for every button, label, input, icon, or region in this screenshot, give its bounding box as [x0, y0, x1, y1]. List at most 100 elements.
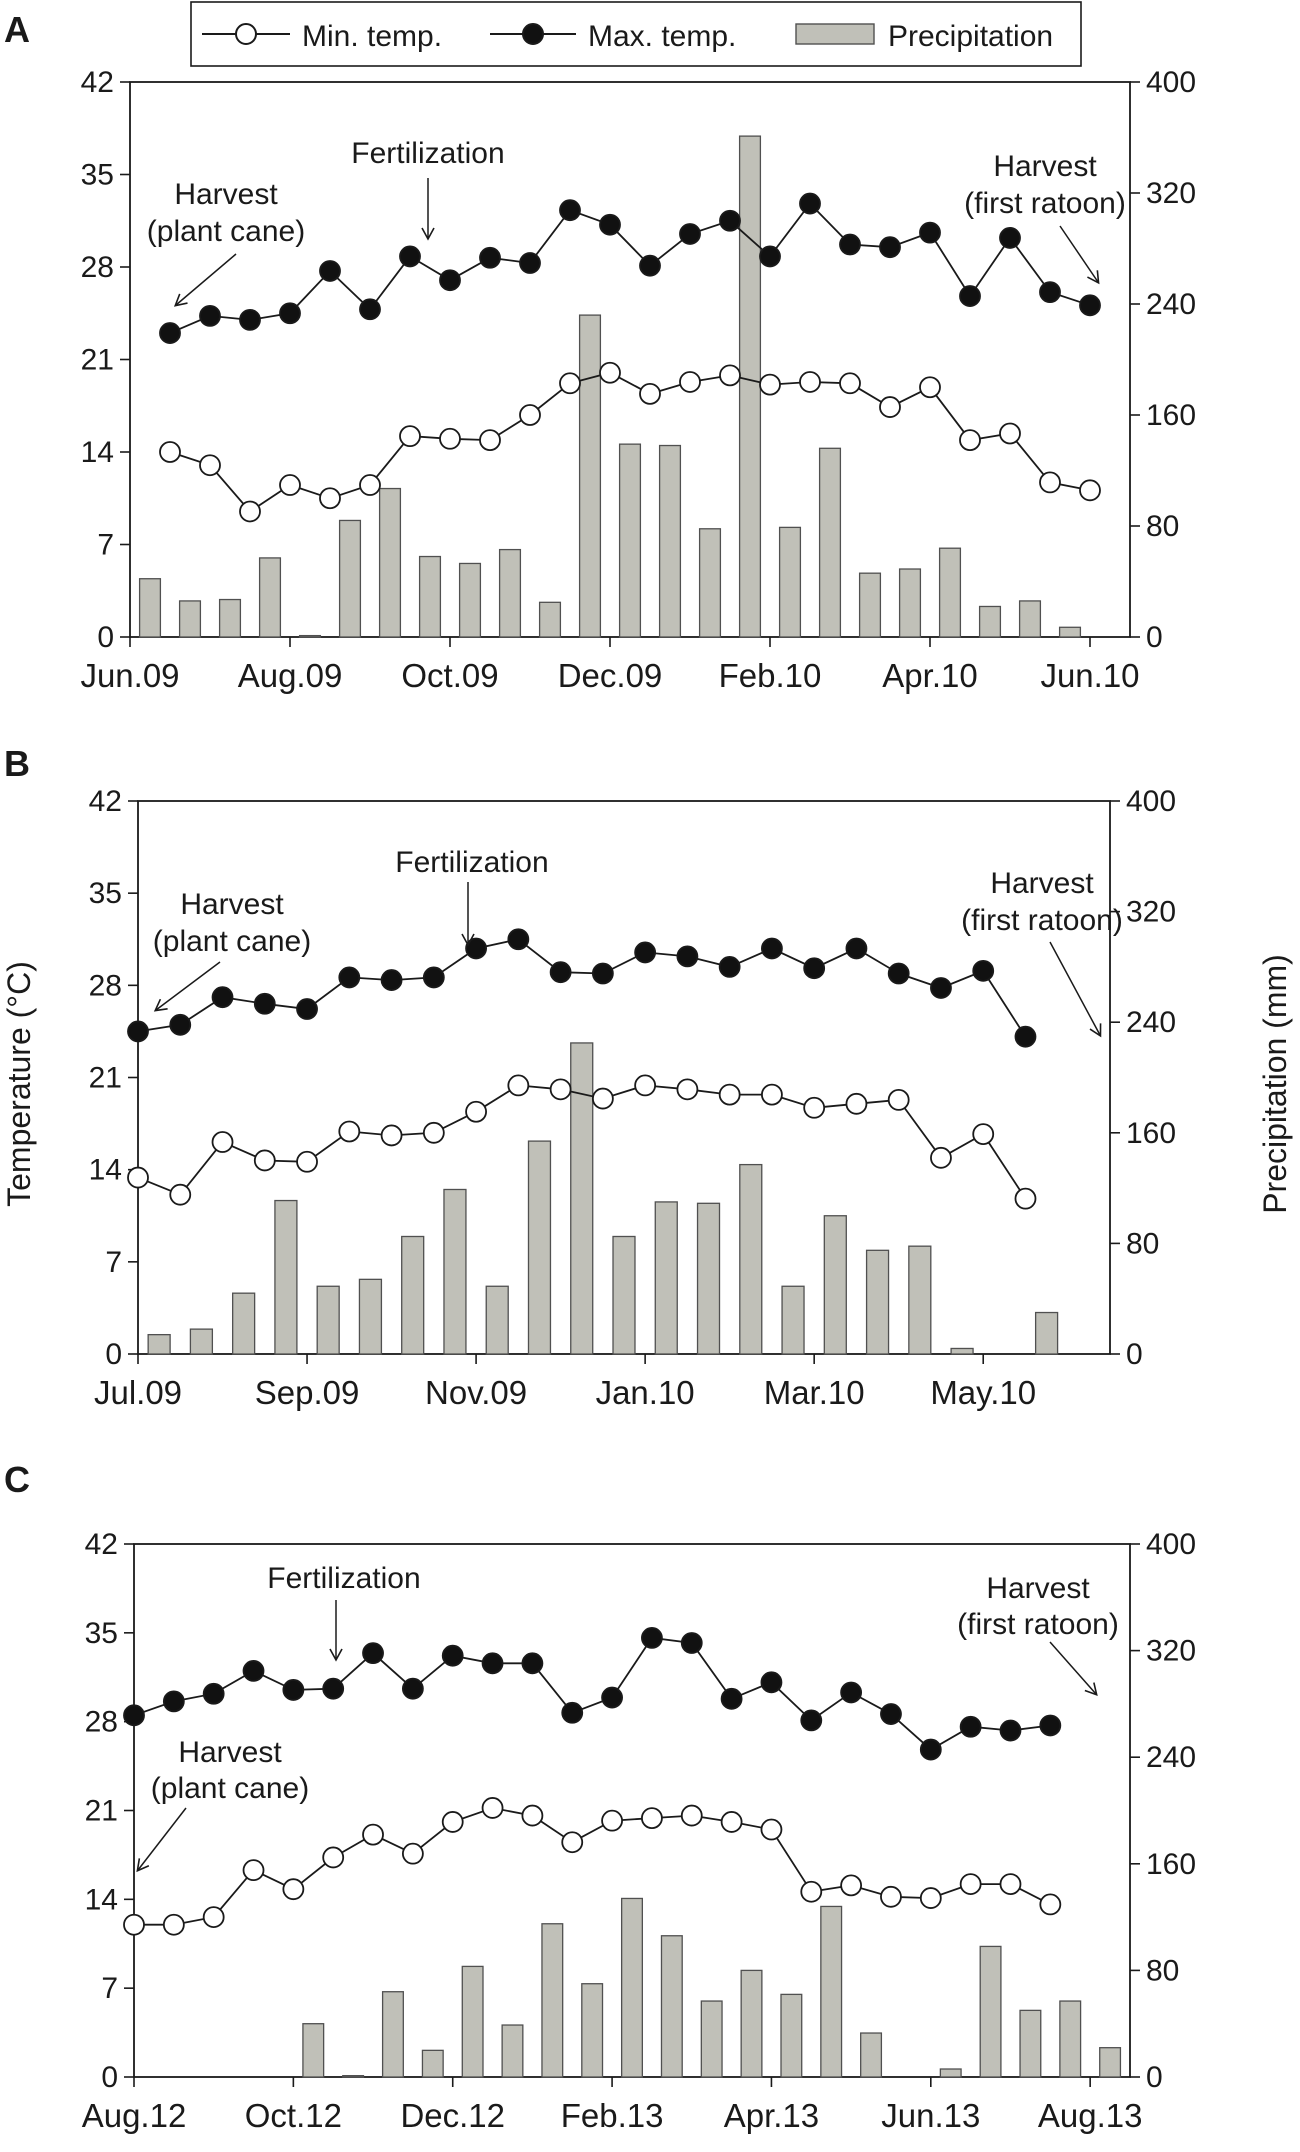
precip-bar: [138, 578, 162, 638]
min-temp-point: [162, 1913, 185, 1936]
left-tick-label: 28: [89, 969, 122, 1002]
left-tick-label: 42: [85, 1528, 118, 1561]
min-temp-point: [880, 1885, 902, 1908]
left-tick-label: 14: [81, 436, 114, 469]
legend-item-min-temp: Min. temp.: [202, 20, 442, 53]
left-tick-label: 42: [81, 66, 114, 99]
right-tick-label: 240: [1146, 1741, 1196, 1774]
annotation-label: (first ratoon): [957, 1608, 1119, 1641]
max-temp-point: [999, 1719, 1022, 1742]
max-temp-point: [919, 221, 941, 244]
max-temp-point: [159, 322, 181, 344]
annotation-label: Fertilization: [267, 1562, 420, 1595]
max-temp-point: [479, 246, 501, 269]
precip-bar: [1019, 2009, 1042, 2078]
max-temp-point: [591, 962, 614, 985]
min-temp-point: [559, 372, 581, 395]
min-temp-point: [759, 373, 781, 396]
right-tick-label: 320: [1126, 896, 1176, 929]
left-tick-label: 7: [97, 529, 114, 562]
right-tick-label: 320: [1146, 177, 1196, 210]
right-tick-label: 160: [1146, 399, 1196, 432]
max-temp-point: [879, 236, 901, 259]
x-tick-label: Aug.12: [82, 2097, 187, 2134]
max-temp-line: [133, 1636, 1051, 1751]
min-temp-point: [465, 1100, 487, 1123]
max-temp-point: [599, 213, 621, 236]
right-tick-label: 400: [1146, 1528, 1196, 1561]
right-tick-label: 80: [1126, 1227, 1159, 1260]
min-temp-point: [1039, 471, 1061, 494]
annotation-arrow: [1049, 941, 1102, 1038]
max-temp-point: [202, 1682, 225, 1705]
max-temp-point: [761, 937, 783, 960]
annotation-arrow: [153, 961, 221, 1012]
max-temp-point: [1039, 281, 1061, 304]
legend: Min. temp. Max. temp. Precipitation: [190, 1, 1082, 67]
panel-letter-b: B: [4, 743, 30, 784]
x-tick-label: Sep.09: [255, 1374, 360, 1411]
max-temp-point: [279, 302, 301, 325]
max-temp-line: [137, 938, 1027, 1038]
min-temp-point: [479, 429, 501, 452]
precip-bar: [298, 634, 322, 638]
precip-bar: [858, 572, 882, 638]
precip-bar: [739, 1163, 763, 1355]
min-temp-point: [279, 474, 301, 496]
min-temp-point: [422, 1121, 445, 1144]
max-temp-point: [634, 941, 657, 964]
left-tick-label: 42: [89, 785, 122, 818]
max-temp-point: [282, 1679, 305, 1701]
min-temp-point: [521, 1804, 544, 1827]
min-temp-point: [319, 487, 341, 510]
max-temp-point: [169, 1013, 192, 1036]
x-tick-label: Jun.09: [80, 657, 179, 694]
min-temp-point: [282, 1878, 305, 1901]
max-temp-point: [561, 1701, 584, 1724]
max-temp-point: [422, 966, 445, 989]
min-temp-point: [919, 376, 941, 399]
min-temp-point: [761, 1083, 783, 1106]
right-tick-label: 0: [1126, 1338, 1143, 1371]
min-temp-point: [879, 396, 901, 418]
max-temp-point: [127, 1020, 149, 1043]
max-temp-point: [919, 1738, 942, 1761]
precip-bar: [258, 557, 282, 638]
max-temp-point: [559, 199, 581, 222]
precip-bar: [865, 1249, 890, 1355]
precip-bar: [461, 1965, 484, 2078]
max-temp-point: [211, 986, 234, 1009]
precip-bar: [658, 444, 682, 638]
min-temp-point: [634, 1074, 657, 1097]
legend-bar-swatch: [795, 23, 875, 45]
min-temp-point: [639, 382, 661, 405]
annotation-label: Fertilization: [351, 137, 504, 170]
precip-bar: [778, 526, 802, 638]
max-temp-point: [239, 308, 261, 331]
max-temp-point: [380, 969, 403, 991]
min-temp-point: [799, 371, 821, 393]
max-temp-point: [439, 269, 461, 292]
max-temp-point: [803, 957, 826, 980]
precip-bar: [781, 1285, 805, 1355]
annotation-label: Harvest: [993, 150, 1097, 183]
min-temp-point: [296, 1150, 318, 1173]
legend-item-precipitation: Precipitation: [795, 20, 1053, 53]
max-temp-point: [845, 937, 868, 960]
max-temp-point: [162, 1690, 185, 1713]
min-temp-point: [591, 1087, 614, 1110]
min-temp-point: [123, 1913, 145, 1936]
min-temp-point: [840, 1874, 863, 1897]
min-temp-point: [959, 429, 981, 452]
left-tick-label: 28: [85, 1706, 118, 1739]
max-temp-point: [519, 252, 541, 274]
max-temp-point: [1079, 294, 1101, 317]
precip-bar: [421, 2049, 444, 2078]
precip-bar: [618, 443, 642, 638]
min-temp-point: [549, 1078, 572, 1101]
precip-bar: [700, 2000, 723, 2078]
precip-bar: [218, 598, 242, 638]
min-temp-point: [439, 427, 461, 450]
min-temp-point: [641, 1807, 663, 1830]
